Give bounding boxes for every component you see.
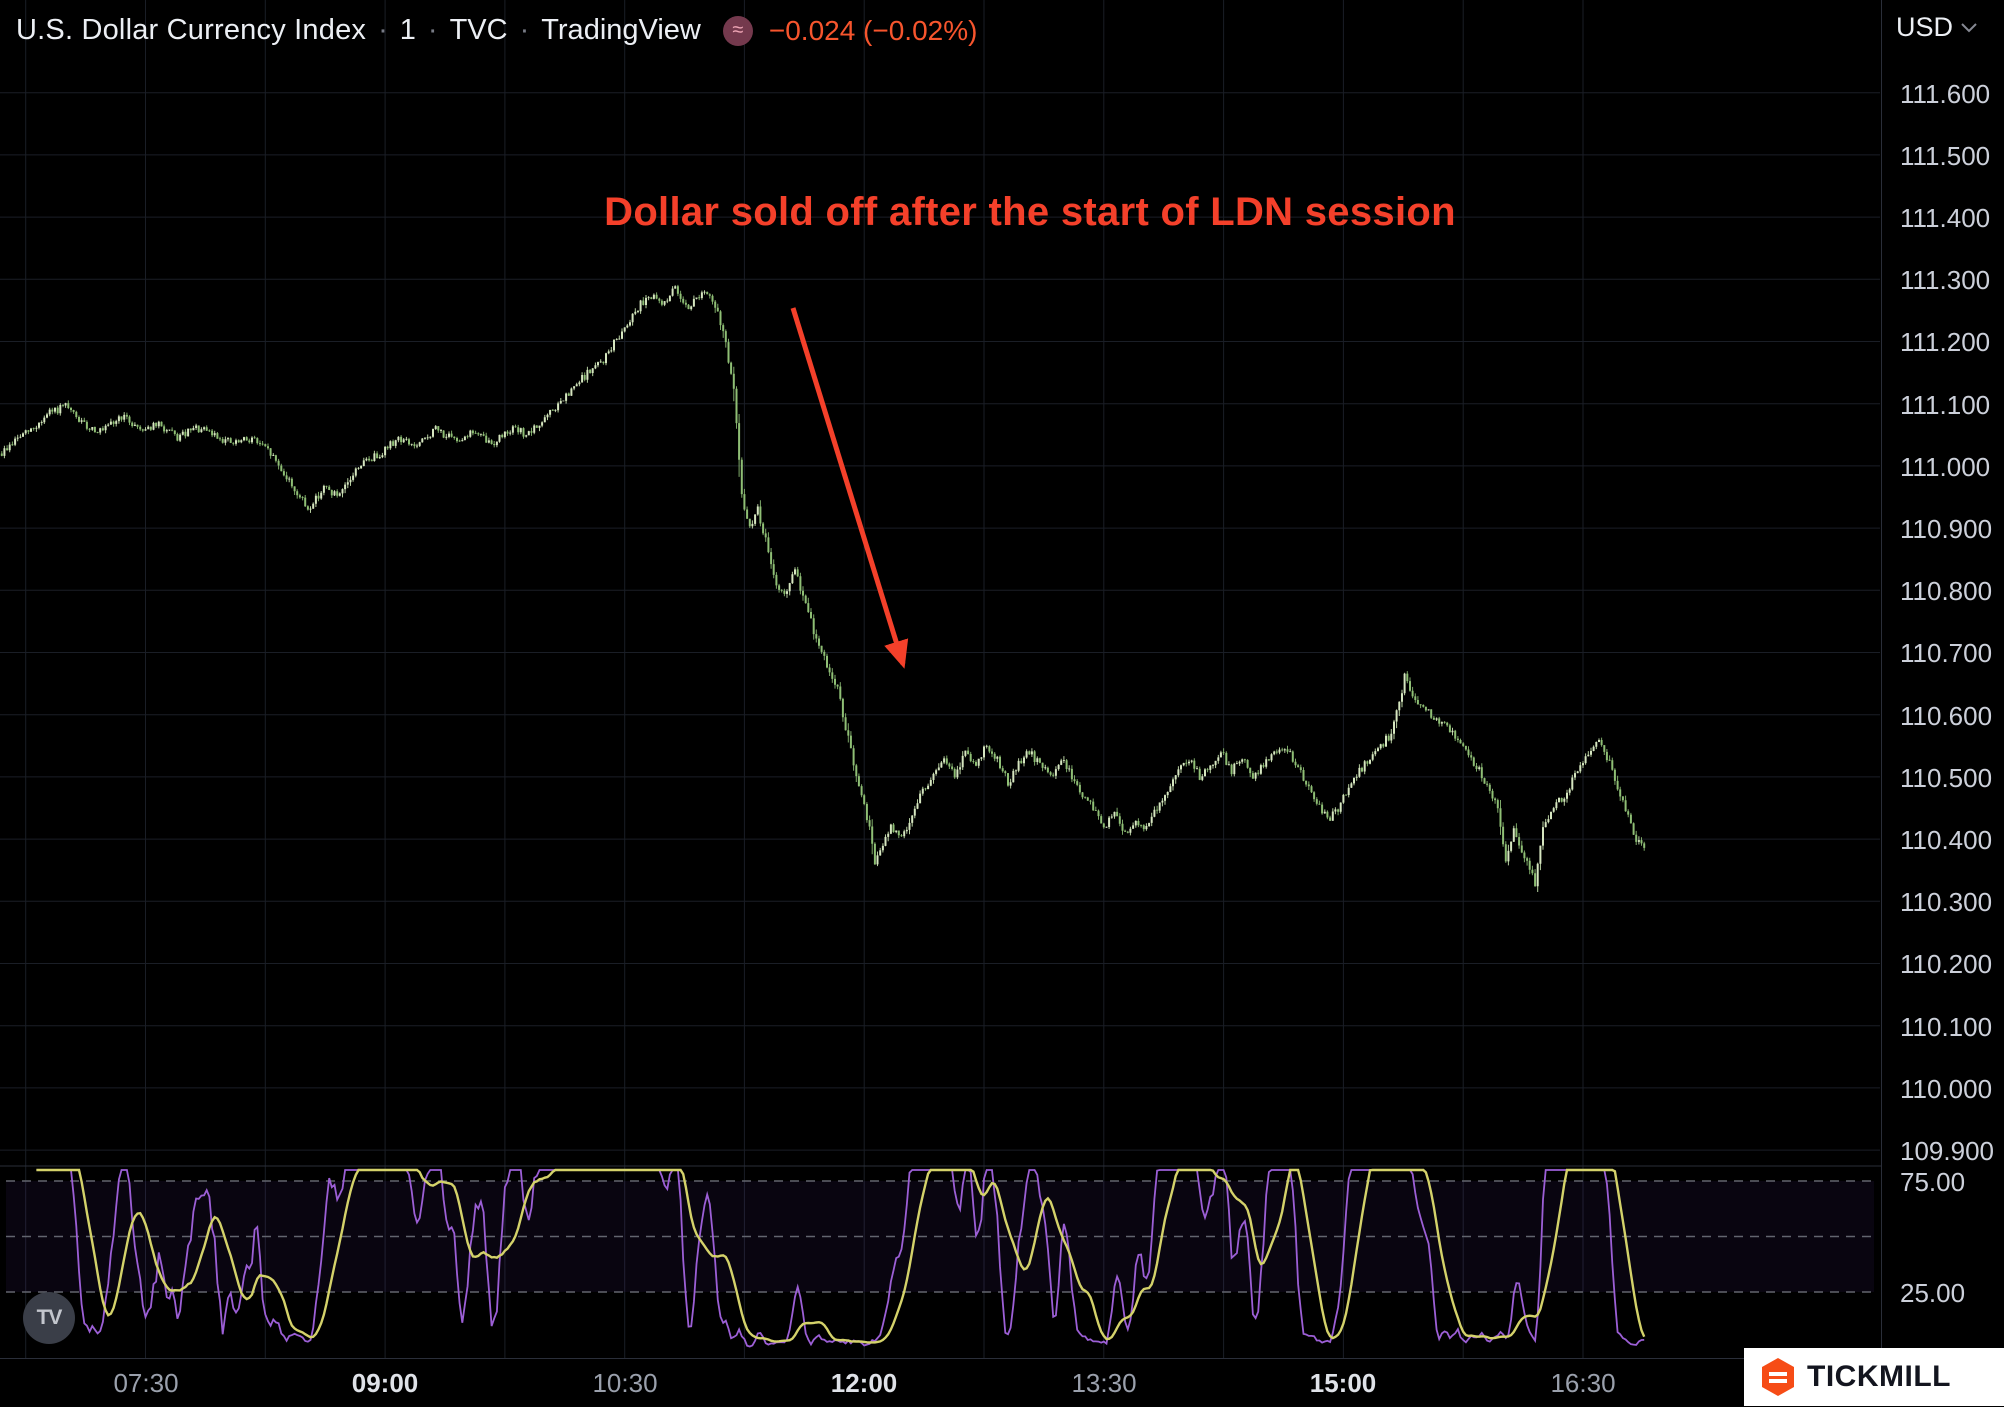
candlestick-series[interactable] [0,284,1646,892]
price-axis-label: 111.500 [1900,141,1991,171]
title-separator: · [378,14,388,46]
time-axis-label: 15:00 [1309,1368,1377,1398]
time-axis[interactable]: 07:30 09:00 10:30 12:00 13:30 15:00 16:30 [0,1358,2004,1407]
chevron-down-icon [1961,22,1977,32]
symbol-header: U.S. Dollar Currency Index · 1 · TVC · T… [16,14,977,47]
price-axis-label: 110.400 [1900,825,1993,855]
title-separator: · [519,14,530,46]
price-axis-label: 110.800 [1900,576,1993,606]
time-axis-label: 09:00 [351,1368,419,1398]
price-axis-label: 111.300 [1900,265,1991,295]
price-axis-label: 110.000 [1900,1074,1993,1104]
currency-selector[interactable]: USD [1896,12,1977,43]
price-axis-label: 110.700 [1900,638,1993,668]
data-mode-badge-icon[interactable]: ≈ [722,15,753,46]
price-axis-label: 110.500 [1900,763,1993,793]
price-axis-label: 109.900 [1900,1136,1994,1166]
time-axis-label: 10:30 [592,1368,658,1398]
price-axis-label: 110.600 [1900,701,1993,731]
price-axis-label: 110.200 [1900,949,1993,979]
price-axis-label: 111.000 [1900,452,1991,482]
oscillator-axis-label: 25.00 [1900,1278,1966,1308]
currency-label: USD [1896,12,1954,42]
tradingview-logo-button[interactable]: TV [23,1292,75,1344]
time-axis-label: 07:30 [113,1368,179,1398]
grid-layer [0,0,2004,1358]
price-axis-label: 111.600 [1900,79,1991,109]
tradingview-logo-icon: TV [36,1306,63,1329]
time-axis-label: 12:00 [830,1368,898,1398]
symbol-title[interactable]: U.S. Dollar Currency Index [16,14,367,46]
tickmill-banner: TICKMILL [1744,1348,2004,1406]
price-axis-label: 110.100 [1900,1012,1993,1042]
oscillator-axis-label: 75.00 [1900,1167,1966,1197]
price-change-value: −0.024 (−0.02%) [768,14,978,46]
exchange-label[interactable]: TVC [449,14,508,46]
tickmill-logo-text: TICKMILL [1807,1360,1951,1393]
oscillator-pane[interactable] [6,1168,1874,1348]
time-axis-label: 16:30 [1550,1368,1616,1398]
tickmill-logo-icon [1762,1358,1794,1396]
price-axis-label: 110.900 [1900,514,1993,544]
price-axis-label: 110.300 [1900,887,1993,917]
annotation-arrow[interactable] [790,307,909,669]
interval-label[interactable]: 1 [399,14,416,46]
annotation-text[interactable]: Dollar sold off after the start of LDN s… [604,190,1456,234]
price-axis-label: 111.100 [1900,390,1991,420]
time-axis-label: 13:30 [1071,1368,1137,1398]
price-axis-label: 111.400 [1900,203,1991,233]
price-axis[interactable]: 111.600 111.500 111.400 111.300 111.200 111.1… [1881,0,2004,1358]
price-axis-label: 111.200 [1900,327,1991,357]
title-separator: · [427,14,438,46]
provider-label: TradingView [541,14,701,46]
